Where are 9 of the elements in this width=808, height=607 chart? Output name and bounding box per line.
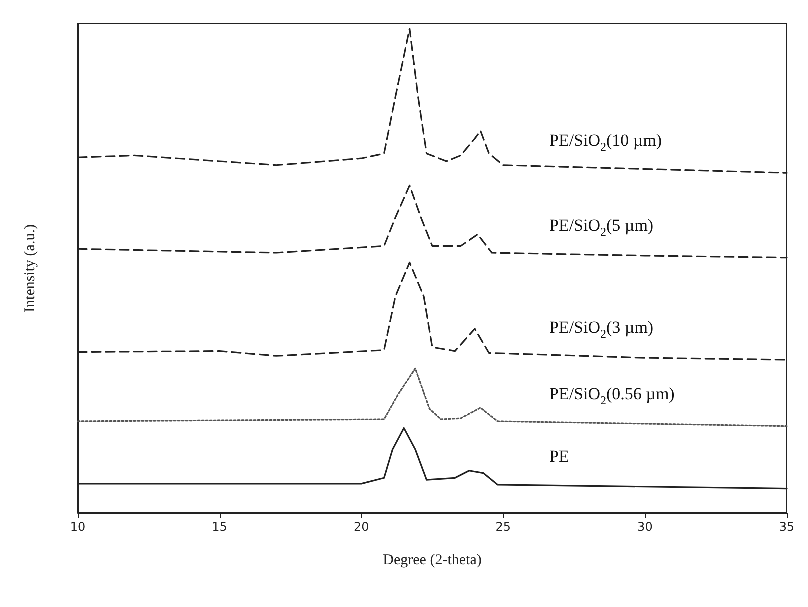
- x-tick-label: 35: [779, 520, 795, 534]
- x-tick-label: 25: [496, 520, 512, 534]
- series-label: PE: [549, 446, 570, 466]
- x-tick-label: 30: [638, 520, 653, 534]
- x-tick-label: 10: [70, 520, 86, 534]
- x-tick-label: 20: [354, 520, 370, 534]
- x-tick-label: 15: [212, 520, 228, 534]
- x-axis-title: Degree (2-theta): [383, 552, 482, 568]
- y-axis-title: Intensity (a.u.): [22, 224, 38, 312]
